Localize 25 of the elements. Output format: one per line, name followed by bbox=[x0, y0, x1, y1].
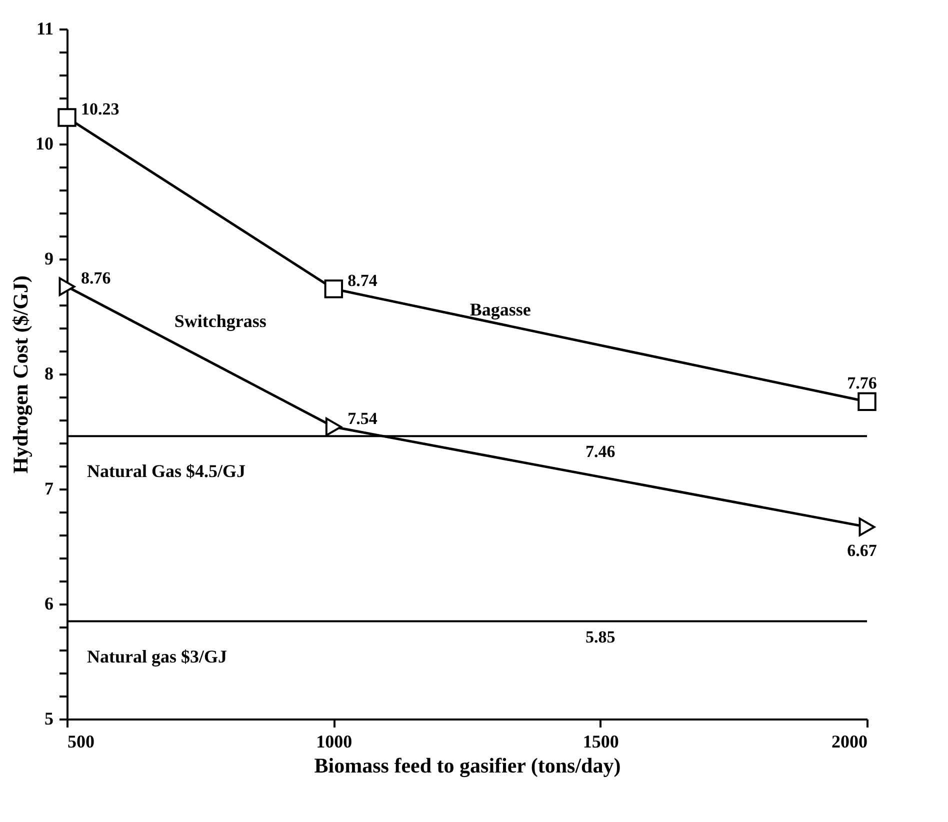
x-tick-label: 1000 bbox=[316, 732, 352, 752]
data-label: 10.23 bbox=[81, 100, 120, 119]
y-tick-label: 8 bbox=[44, 364, 54, 384]
x-tick-label: 1500 bbox=[582, 732, 619, 752]
x-tick-label: 500 bbox=[68, 732, 94, 752]
series-label: Bagasse bbox=[470, 299, 531, 320]
y-tick-label: 11 bbox=[36, 18, 54, 38]
y-tick-label: 9 bbox=[44, 248, 54, 268]
series-label: Switchgrass bbox=[174, 310, 266, 331]
y-tick-label: 5 bbox=[44, 708, 54, 728]
ref-line-label: Natural gas $3/GJ bbox=[87, 646, 228, 666]
y-tick-label: 10 bbox=[36, 134, 54, 154]
x-tick-label: 2000 bbox=[832, 732, 868, 752]
data-label: 7.76 bbox=[847, 374, 877, 393]
data-label: 8.74 bbox=[348, 270, 378, 290]
annotation: 7.46 bbox=[585, 442, 616, 462]
data-label: 6.67 bbox=[847, 540, 878, 560]
x-axis-title: Biomass feed to gasifier (tons/day) bbox=[314, 754, 621, 778]
data-label: 7.54 bbox=[348, 408, 378, 428]
annotation: 5.85 bbox=[585, 627, 616, 646]
y-tick-label: 6 bbox=[44, 594, 54, 614]
data-label: 8.76 bbox=[81, 268, 111, 288]
ref-line-label: Natural Gas $4.5/GJ bbox=[87, 461, 246, 482]
y-axis-title: Hydrogen Cost ($/GJ) bbox=[8, 276, 32, 474]
y-tick-label: 7 bbox=[44, 478, 54, 498]
